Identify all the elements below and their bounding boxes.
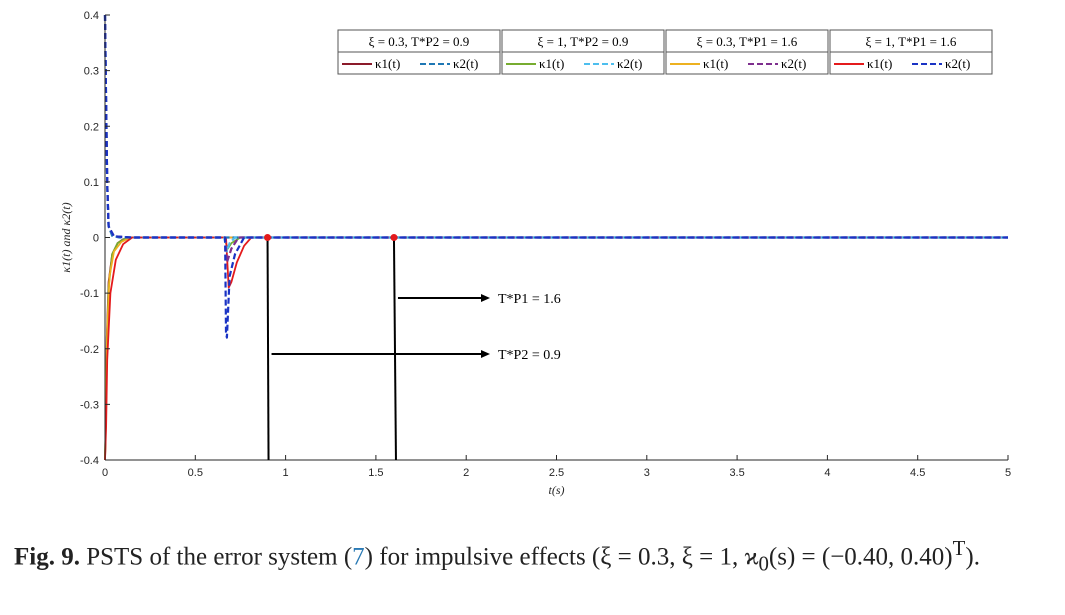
caption-text-3: (s) = (−0.40, 0.40) xyxy=(768,543,953,571)
x-tick-label: 3 xyxy=(644,467,650,479)
y-tick-label: -0.1 xyxy=(80,288,99,300)
x-tick-label: 2.5 xyxy=(549,467,564,479)
y-tick-label: 0.3 xyxy=(84,66,99,78)
caption-superscript: T xyxy=(952,536,966,560)
legend-entry-label: κ2(t) xyxy=(617,56,642,71)
x-tick-label: 2 xyxy=(463,467,469,479)
y-tick-label: -0.2 xyxy=(80,344,99,356)
x-tick-label: 0 xyxy=(102,467,108,479)
impulse-time-line xyxy=(392,237,397,461)
y-tick-label: 0.1 xyxy=(84,177,99,189)
y-tick-label: -0.4 xyxy=(80,455,99,467)
annotation-arrow-head xyxy=(481,294,490,302)
annotation-label: T*P1 = 1.6 xyxy=(498,292,561,307)
legend-group-title: ξ = 1, T*P2 = 0.9 xyxy=(538,34,629,49)
plot-area xyxy=(103,14,1008,461)
chart-svg: 0 0.5 1 1.5 2 2.5 3 3.5 4 4.5 5 0.4 0.3 0.2 0.1 0 -0.1 -0… xyxy=(59,10,1011,497)
y-tick-label: -0.3 xyxy=(80,399,99,411)
caption-text-1: PSTS of the error system ( xyxy=(86,543,353,571)
legend-entry-label: κ2(t) xyxy=(945,56,970,71)
x-tick-label: 1.5 xyxy=(368,467,383,479)
equation-ref-link[interactable]: 7 xyxy=(352,543,365,571)
x-tick-label: 3.5 xyxy=(729,467,744,479)
x-axis-label: t(s) xyxy=(549,483,565,497)
impulse-marker xyxy=(264,234,272,241)
figure-caption: Fig. 9. PSTS of the error system (7) for… xyxy=(14,530,1059,581)
annotations: T*P1 = 1.6 T*P2 = 0.9 xyxy=(264,234,561,461)
axes: 0 0.5 1 1.5 2 2.5 3 3.5 4 4.5 5 0.4 0.3 0.2 0.1 0 -0.1 -0… xyxy=(59,10,1011,497)
y-axis-label: κ1(t) and κ2(t) xyxy=(59,202,73,272)
legend-group-title: ξ = 0.3, T*P1 = 1.6 xyxy=(697,34,798,49)
legend-group-title: ξ = 1, T*P1 = 1.6 xyxy=(866,34,957,49)
x-tick-label: 4.5 xyxy=(910,467,925,479)
impulse-time-line xyxy=(266,237,270,461)
annotation-arrow-head xyxy=(481,350,490,358)
legend-entry-label: κ1(t) xyxy=(539,56,564,71)
x-tick-label: 4 xyxy=(824,467,830,479)
figure-label: Fig. 9. xyxy=(14,543,80,571)
y-tick-label: 0.2 xyxy=(84,121,99,133)
legend-group-title: ξ = 0.3, T*P2 = 0.9 xyxy=(369,34,470,49)
legend-entry-label: κ2(t) xyxy=(453,56,478,71)
impulse-marker xyxy=(390,234,398,241)
caption-subscript: 0 xyxy=(758,551,769,576)
x-tick-label: 5 xyxy=(1005,467,1011,479)
legend-entry-label: κ1(t) xyxy=(703,56,728,71)
y-tick-label: 0 xyxy=(93,233,99,245)
caption-text-2: ) for impulsive effects (ξ = 0.3, ξ = 1,… xyxy=(364,543,759,571)
annotation-label: T*P2 = 0.9 xyxy=(498,348,561,363)
legend-entry-label: κ2(t) xyxy=(781,56,806,71)
caption-text-4: ). xyxy=(965,543,980,571)
legend-entry-label: κ1(t) xyxy=(867,56,892,71)
x-tick-label: 1 xyxy=(283,467,289,479)
legend-entry-label: κ1(t) xyxy=(375,56,400,71)
y-tick-label: 0.4 xyxy=(84,10,99,22)
legend: ξ = 0.3, T*P2 = 0.9 κ1(t) κ2(t) ξ = 1, T*P2… xyxy=(337,29,993,75)
x-tick-label: 0.5 xyxy=(188,467,203,479)
